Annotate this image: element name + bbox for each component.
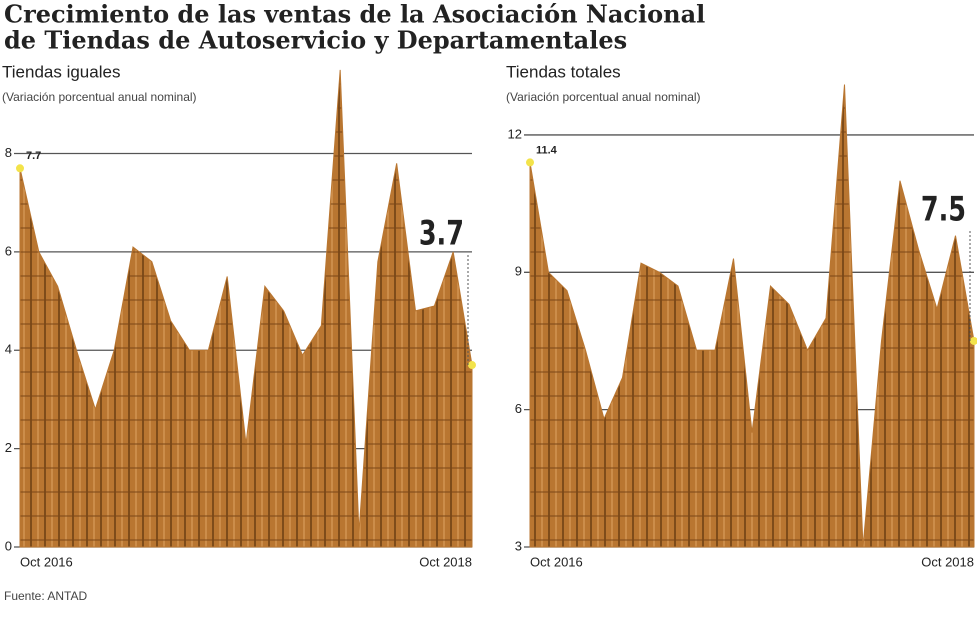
point-marker: [970, 336, 977, 345]
title-line: Crecimiento de las ventas de la Asociaci…: [4, 0, 705, 29]
x-tick-label: Oct 2016: [20, 554, 73, 569]
y-tick-label: 9: [515, 264, 522, 279]
y-tick-label: 6: [5, 243, 12, 258]
y-tick-label: 4: [5, 342, 12, 357]
chart-title: Tiendas iguales: [2, 62, 120, 81]
chart-subtitle: (Variación porcentual anual nominal): [506, 90, 701, 104]
value-label: 7.7: [26, 150, 41, 162]
source: Fuente: ANTAD: [4, 589, 87, 603]
point-marker: [526, 158, 534, 167]
y-tick-label: 6: [515, 401, 522, 416]
point-marker: [468, 361, 476, 370]
x-tick-label: Oct 2016: [530, 554, 583, 569]
area: [19, 69, 473, 548]
charts: Tiendas iguales (Variación porcentual anu…: [2, 62, 977, 569]
y-tick-label: 3: [515, 538, 522, 553]
chart-title: Tiendas totales: [506, 62, 621, 81]
value-label: 3.7: [419, 214, 464, 254]
y-tick-label: 12: [508, 126, 522, 141]
title-line: de Tiendas de Autoservicio y Departament…: [4, 26, 627, 55]
x-tick-label: Oct 2018: [921, 554, 974, 569]
y-tick-label: 2: [5, 440, 12, 455]
value-label: 7.5: [921, 190, 966, 230]
value-label: 11.4: [536, 144, 558, 156]
point-marker: [16, 164, 24, 173]
y-tick-label: 0: [5, 538, 12, 553]
y-tick-label: 8: [5, 145, 12, 160]
area: [529, 84, 975, 548]
x-tick-label: Oct 2018: [419, 554, 472, 569]
chart-subtitle: (Variación porcentual anual nominal): [2, 90, 197, 104]
